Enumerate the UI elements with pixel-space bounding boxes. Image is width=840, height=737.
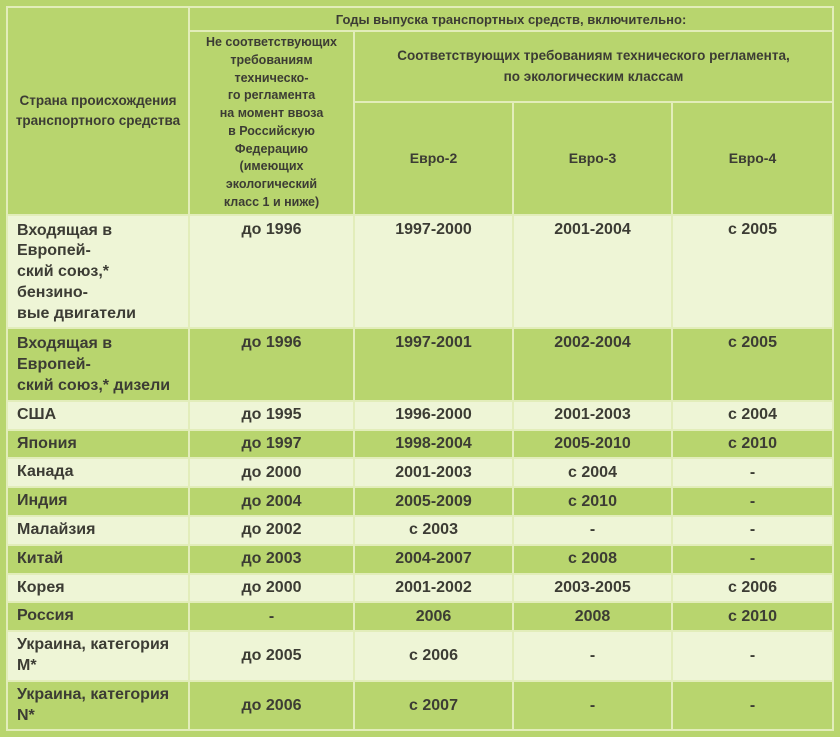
euro3-cell: с 2004 — [514, 459, 671, 487]
country-cell: Индия — [8, 488, 188, 516]
header-row-compliance: Не соответствующих требованиям техническ… — [8, 32, 832, 214]
non-compliant-cell: до 2005 — [190, 632, 353, 680]
country-cell: Япония — [8, 430, 188, 458]
euro4-cell: с 2005 — [673, 215, 832, 328]
non-compliant-column-header: Не соответствующих требованиям техническ… — [190, 32, 353, 214]
non-compliant-cell: до 2002 — [190, 517, 353, 544]
euro3-cell: 2003-2005 — [514, 574, 671, 602]
euro2-column-header: Евро-2 — [355, 103, 512, 214]
country-cell: Входящая в Европей- ский союз,* бензино-… — [8, 215, 188, 328]
country-cell: Китай — [8, 545, 188, 573]
country-cell: Украина, категория М* — [8, 632, 188, 680]
non-compliant-cell: - — [190, 603, 353, 631]
table-row: Малайзия до 2002 с 2003 - - — [8, 517, 832, 544]
euro3-cell: - — [514, 517, 671, 544]
country-cell: США — [8, 401, 188, 429]
table-row: Украина, категория М* до 2005 с 2006 - - — [8, 632, 832, 680]
non-compliant-cell: до 2006 — [190, 681, 353, 730]
country-cell: Малайзия — [8, 517, 188, 544]
non-compliant-cell: до 1996 — [190, 329, 353, 400]
header-row-banner: Страна происхождения транспортного средс… — [8, 8, 832, 214]
euro3-cell: с 2008 — [514, 545, 671, 573]
euro3-cell: 2001-2004 — [514, 215, 671, 328]
euro4-cell: с 2010 — [673, 603, 832, 631]
euro4-cell: - — [673, 681, 832, 730]
euro3-cell: 2002-2004 — [514, 329, 671, 400]
euro2-cell: 1998-2004 — [355, 430, 512, 458]
vehicle-emission-table: Страна происхождения транспортного средс… — [6, 6, 834, 732]
euro4-cell: - — [673, 459, 832, 487]
euro3-column-header: Евро-3 — [514, 103, 671, 214]
euro2-cell: 2005-2009 — [355, 488, 512, 516]
euro2-cell: 2001-2003 — [355, 459, 512, 487]
non-compliant-cell: до 2003 — [190, 545, 353, 573]
country-cell: Россия — [8, 603, 188, 631]
euro4-cell: с 2005 — [673, 329, 832, 400]
country-cell: Канада — [8, 459, 188, 487]
compliant-group-header: Соответствующих требованиям технического… — [355, 32, 832, 102]
non-compliant-cell: до 2004 — [190, 488, 353, 516]
euro4-column-header: Евро-4 — [673, 103, 832, 214]
table-row: Входящая в Европей- ский союз,* бензино-… — [8, 215, 832, 328]
non-compliant-cell: до 1996 — [190, 215, 353, 328]
non-compliant-cell: до 1995 — [190, 401, 353, 429]
non-compliant-cell: до 2000 — [190, 459, 353, 487]
euro2-cell: с 2006 — [355, 632, 512, 680]
table-row: Корея до 2000 2001-2002 2003-2005 с 2006 — [8, 574, 832, 602]
euro2-cell: 1997-2001 — [355, 329, 512, 400]
table-row: Входящая в Европей- ский союз,* дизели д… — [8, 329, 832, 400]
euro4-cell: - — [673, 545, 832, 573]
euro2-cell: 2004-2007 — [355, 545, 512, 573]
header-row-euro-classes: Евро-2 Евро-3 Евро-4 — [8, 103, 832, 214]
euro2-cell: с 2003 — [355, 517, 512, 544]
euro4-cell: с 2006 — [673, 574, 832, 602]
table-row: Япония до 1997 1998-2004 2005-2010 с 201… — [8, 430, 832, 458]
non-compliant-cell: до 2000 — [190, 574, 353, 602]
euro2-cell: 1996-2000 — [355, 401, 512, 429]
euro2-cell: 1997-2000 — [355, 215, 512, 328]
table-row: Индия до 2004 2005-2009 с 2010 - — [8, 488, 832, 516]
country-cell: Украина, категория N* — [8, 681, 188, 730]
euro3-cell: 2005-2010 — [514, 430, 671, 458]
euro3-cell: - — [514, 681, 671, 730]
table-row: Украина, категория N* до 2006 с 2007 - - — [8, 681, 832, 730]
table-row: Россия - 2006 2008 с 2010 — [8, 603, 832, 631]
non-compliant-cell: до 1997 — [190, 430, 353, 458]
euro4-cell: - — [673, 632, 832, 680]
euro3-cell: - — [514, 632, 671, 680]
table-row: США до 1995 1996-2000 2001-2003 с 2004 — [8, 401, 832, 429]
country-column-header: Страна происхождения транспортного средс… — [8, 8, 188, 214]
euro3-cell: 2008 — [514, 603, 671, 631]
euro3-cell: с 2010 — [514, 488, 671, 516]
years-banner-header: Годы выпуска транспортных средств, включ… — [190, 8, 832, 30]
euro4-cell: - — [673, 488, 832, 516]
country-cell: Корея — [8, 574, 188, 602]
euro3-cell: 2001-2003 — [514, 401, 671, 429]
euro2-cell: 2006 — [355, 603, 512, 631]
euro4-cell: с 2010 — [673, 430, 832, 458]
euro2-cell: с 2007 — [355, 681, 512, 730]
euro4-cell: с 2004 — [673, 401, 832, 429]
euro2-cell: 2001-2002 — [355, 574, 512, 602]
table-row: Китай до 2003 2004-2007 с 2008 - — [8, 545, 832, 573]
country-cell: Входящая в Европей- ский союз,* дизели — [8, 329, 188, 400]
euro4-cell: - — [673, 517, 832, 544]
table-row: Канада до 2000 2001-2003 с 2004 - — [8, 459, 832, 487]
